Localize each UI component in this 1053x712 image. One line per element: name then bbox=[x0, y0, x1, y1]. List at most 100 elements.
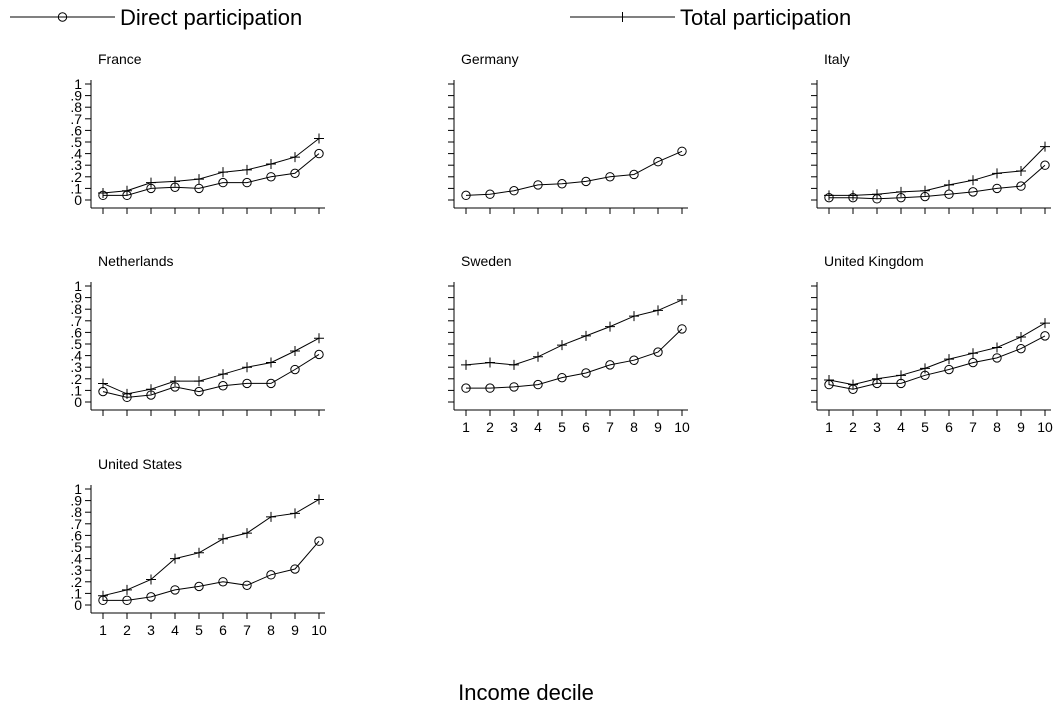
data-point-direct bbox=[122, 595, 132, 606]
series-line-total bbox=[102, 337, 320, 395]
data-point-total bbox=[170, 176, 180, 187]
x-tick-label: 3 bbox=[147, 622, 155, 638]
data-point-total bbox=[194, 174, 204, 185]
data-point-direct bbox=[242, 378, 252, 389]
y-tick-label: .9 bbox=[70, 88, 82, 104]
data-point-direct bbox=[533, 180, 543, 190]
series-line-total bbox=[102, 138, 320, 194]
legend-item-total: Total participation bbox=[570, 5, 851, 30]
legend-marker-direct bbox=[57, 12, 68, 22]
data-point-total bbox=[1016, 166, 1026, 176]
data-point-direct bbox=[266, 378, 276, 389]
series-line-direct bbox=[828, 335, 1046, 390]
y-tick-label: .9 bbox=[70, 290, 82, 306]
series-line-total bbox=[102, 498, 320, 597]
data-point-direct bbox=[605, 360, 615, 370]
x-tick-label: 6 bbox=[219, 622, 227, 638]
data-point-direct bbox=[266, 570, 276, 580]
series-total bbox=[98, 494, 324, 601]
data-point-total bbox=[170, 553, 180, 564]
data-point-total bbox=[98, 590, 108, 601]
series-direct bbox=[461, 324, 687, 393]
data-point-total bbox=[170, 376, 180, 387]
series-total bbox=[824, 141, 1050, 201]
data-point-total bbox=[992, 168, 1002, 179]
y-tick-label: .8 bbox=[70, 301, 82, 317]
y-tick-label: .4 bbox=[70, 348, 82, 364]
data-point-total bbox=[557, 340, 567, 351]
data-point-total bbox=[629, 311, 639, 322]
x-tick-label: 8 bbox=[267, 622, 275, 638]
x-tick-label: 2 bbox=[123, 622, 131, 638]
panel-title: Netherlands bbox=[98, 253, 174, 269]
data-point-total bbox=[896, 370, 906, 381]
data-point-total bbox=[944, 179, 954, 190]
data-point-direct bbox=[314, 349, 324, 360]
y-tick-label: .7 bbox=[70, 313, 82, 329]
data-point-direct bbox=[290, 564, 300, 574]
y-tick-label: .4 bbox=[70, 551, 82, 567]
data-point-total bbox=[194, 547, 204, 558]
data-point-direct bbox=[629, 169, 639, 180]
x-tick-label: 10 bbox=[674, 419, 690, 435]
x-tick-label: 7 bbox=[969, 419, 977, 435]
data-point-total bbox=[266, 357, 276, 368]
data-point-direct bbox=[461, 190, 471, 201]
y-tick-label: .5 bbox=[70, 134, 82, 150]
x-tick-label: 5 bbox=[195, 622, 203, 638]
x-tick-label: 7 bbox=[606, 419, 614, 435]
data-point-total bbox=[848, 379, 858, 390]
data-point-direct bbox=[557, 372, 567, 383]
panel-italy: Italy bbox=[811, 51, 1051, 214]
data-point-total bbox=[677, 294, 687, 305]
series-direct bbox=[824, 160, 1050, 204]
x-tick-label: 1 bbox=[462, 419, 470, 435]
panel-title: United Kingdom bbox=[824, 253, 924, 269]
data-point-direct bbox=[314, 148, 324, 159]
panel-united-kingdom: United Kingdom 1 2 3 4 5 6 7 8 9 10 bbox=[811, 253, 1053, 435]
panel-title: Italy bbox=[824, 51, 850, 67]
x-tick-label: 9 bbox=[291, 622, 299, 638]
x-tick-label: 4 bbox=[897, 419, 905, 435]
data-point-direct bbox=[98, 386, 108, 397]
data-point-direct bbox=[1016, 343, 1026, 354]
data-point-direct bbox=[1040, 160, 1050, 170]
series-direct bbox=[98, 349, 324, 403]
chart-legend: Direct participation Total participation bbox=[10, 5, 851, 30]
y-tick-label: .3 bbox=[70, 562, 82, 578]
data-point-direct bbox=[218, 381, 228, 391]
x-tick-label: 9 bbox=[1017, 419, 1025, 435]
series-total bbox=[98, 333, 324, 399]
data-point-direct bbox=[653, 157, 663, 167]
data-point-total bbox=[314, 494, 324, 505]
data-point-total bbox=[533, 351, 543, 362]
data-point-direct bbox=[677, 146, 687, 156]
data-point-direct bbox=[194, 183, 204, 194]
data-point-direct bbox=[290, 168, 300, 179]
data-point-total bbox=[266, 511, 276, 522]
y-tick-label: .3 bbox=[70, 359, 82, 375]
data-point-total bbox=[122, 185, 132, 196]
data-point-direct bbox=[968, 357, 978, 368]
data-point-direct bbox=[677, 324, 687, 334]
data-point-total bbox=[944, 354, 954, 365]
x-tick-label: 8 bbox=[993, 419, 1001, 435]
data-point-total bbox=[194, 376, 204, 387]
data-point-direct bbox=[242, 580, 252, 590]
y-tick-label: .8 bbox=[70, 99, 82, 115]
data-point-total bbox=[218, 369, 228, 380]
data-point-direct bbox=[968, 187, 978, 197]
y-tick-label: 0 bbox=[74, 192, 82, 208]
data-point-direct bbox=[485, 189, 495, 199]
data-point-total bbox=[968, 348, 978, 359]
x-tick-label: 2 bbox=[849, 419, 857, 435]
y-tick-label: .5 bbox=[70, 539, 82, 555]
data-point-total bbox=[461, 359, 471, 370]
data-point-total bbox=[122, 584, 132, 595]
data-point-total bbox=[290, 152, 300, 163]
y-tick-label: .7 bbox=[70, 111, 82, 127]
data-point-total bbox=[872, 189, 882, 200]
y-tick-label: .5 bbox=[70, 336, 82, 352]
data-point-direct bbox=[944, 364, 954, 375]
